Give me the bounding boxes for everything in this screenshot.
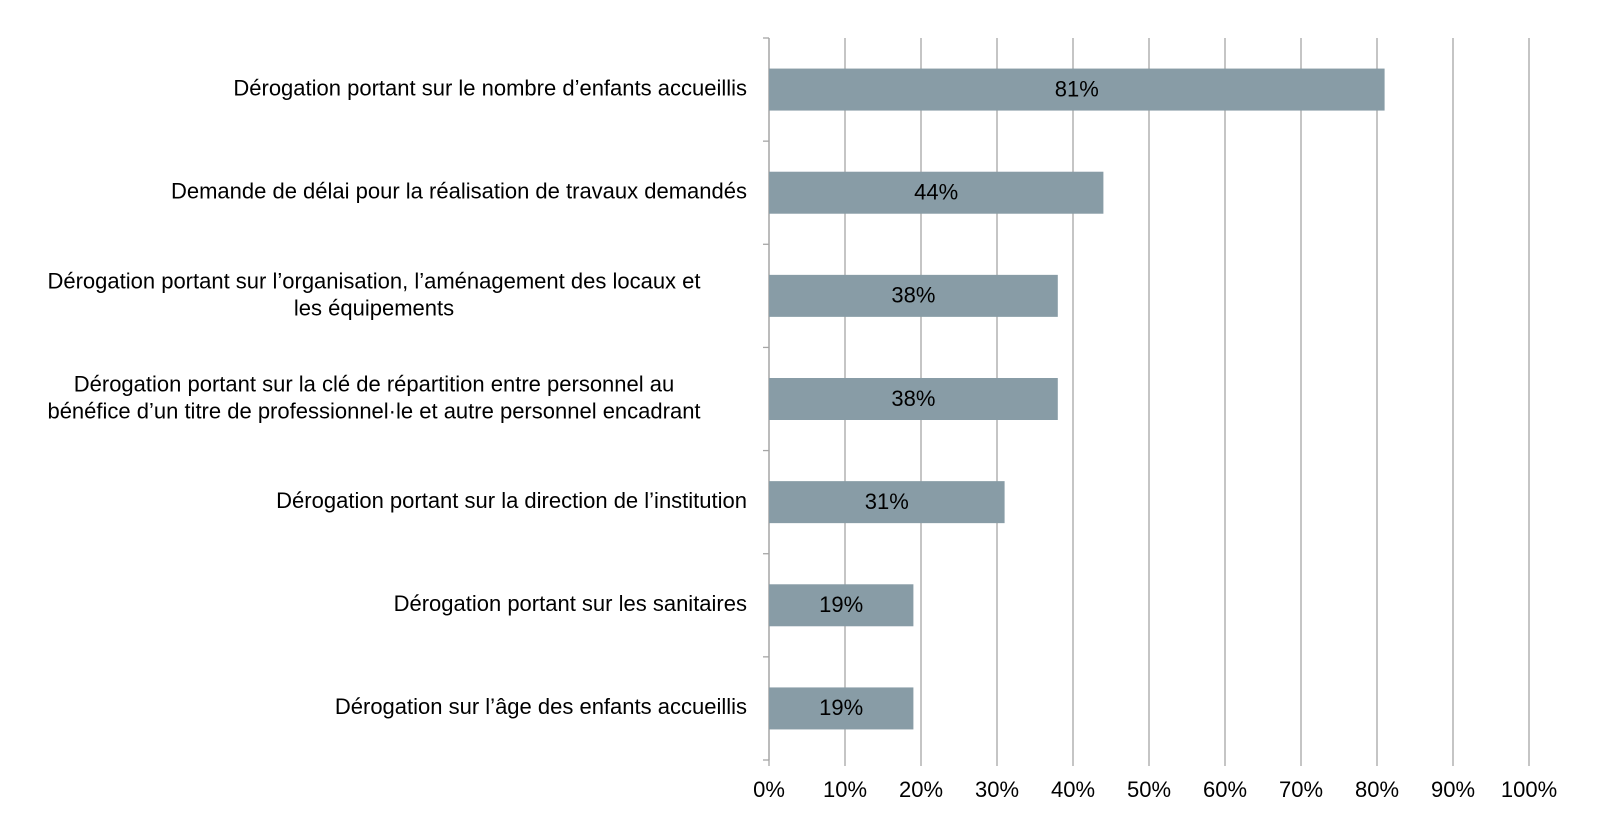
x-tick-label: 40% xyxy=(1051,777,1095,802)
y-tick-label: Demande de délai pour la réalisation de … xyxy=(171,179,747,204)
bar xyxy=(769,171,1104,214)
x-tick-label: 10% xyxy=(823,777,867,802)
data-label: 81% xyxy=(1055,76,1099,101)
x-tick-label: 0% xyxy=(753,777,785,802)
bar xyxy=(769,68,1385,111)
x-tick-label: 60% xyxy=(1203,777,1247,802)
x-tick-label: 90% xyxy=(1431,777,1475,802)
y-tick-label: Dérogation portant sur le nombre d’enfan… xyxy=(233,75,747,100)
bar xyxy=(769,378,1058,420)
data-label: 19% xyxy=(819,592,863,617)
data-label: 44% xyxy=(914,180,958,205)
bar xyxy=(769,274,1058,317)
y-tick-label: Dérogation portant sur la clé de réparti… xyxy=(47,371,700,423)
x-tick-label: 50% xyxy=(1127,777,1171,802)
data-label: 38% xyxy=(891,386,935,411)
x-tick-label: 100% xyxy=(1501,777,1557,802)
bar xyxy=(769,481,1005,524)
y-tick-label: Dérogation portant sur les sanitaires xyxy=(394,591,747,616)
x-tick-label: 70% xyxy=(1279,777,1323,802)
x-tick-label: 80% xyxy=(1355,777,1399,802)
data-label: 31% xyxy=(865,489,909,514)
x-tick-label: 30% xyxy=(975,777,1019,802)
x-tick-label: 20% xyxy=(899,777,943,802)
y-tick-label: Dérogation portant sur l’organisation, l… xyxy=(47,268,700,320)
y-tick-label: Dérogation sur l’âge des enfants accueil… xyxy=(335,694,747,719)
data-label: 19% xyxy=(819,695,863,720)
bar xyxy=(769,687,914,730)
data-label: 38% xyxy=(891,283,935,308)
bar xyxy=(769,584,914,627)
y-tick-label: Dérogation portant sur la direction de l… xyxy=(276,488,747,513)
